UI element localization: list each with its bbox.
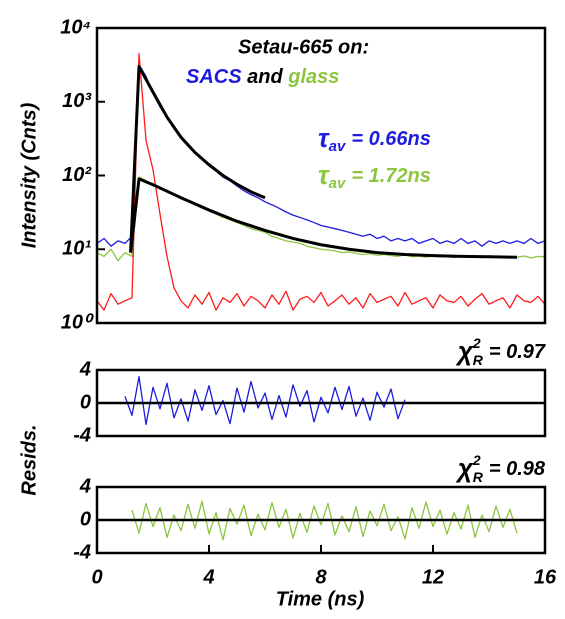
legend-entry: SACS <box>186 66 242 88</box>
data-line <box>97 52 545 311</box>
annotation-sup: 2 <box>472 335 481 351</box>
annotation-text: = 0.66ns <box>351 128 431 150</box>
y-tick-label: 10³ <box>62 90 92 112</box>
y-tick-label: 4 <box>79 358 91 380</box>
x-tick-label: 16 <box>534 566 557 588</box>
y-tick-label: 10¹ <box>62 238 91 260</box>
x-axis-label: Time (ns) <box>276 588 365 610</box>
legend: SACS and glass <box>186 66 339 88</box>
annotation-text: = 0.98 <box>489 458 546 480</box>
annotation: χ2 R = 0.97 <box>455 335 546 368</box>
annotation-symbol: τ <box>318 160 330 190</box>
annotation-symbol: τ <box>318 123 330 153</box>
data-line <box>97 63 545 247</box>
annotation: χ2 R = 0.98 <box>455 452 546 485</box>
y-axis-label: Resids. <box>18 424 40 495</box>
plot-area <box>97 52 545 311</box>
y-tick-label: -4 <box>73 541 91 563</box>
data-line <box>131 500 518 541</box>
annotation: τav = 1.72ns <box>318 160 431 192</box>
annotation-text: = 1.72ns <box>351 165 431 187</box>
x-tick-label: 0 <box>91 566 102 588</box>
y-tick-label: 0 <box>80 508 91 530</box>
annotation-sub: av <box>329 138 347 155</box>
annotation-sub: R <box>473 352 484 368</box>
data-line <box>124 375 406 426</box>
plot-area <box>131 500 518 541</box>
y-tick-label: 10² <box>62 164 92 186</box>
y-tick-label: 10⁴ <box>60 16 91 38</box>
legend-joiner: and <box>242 66 289 88</box>
x-tick-label: 8 <box>315 566 327 588</box>
y-tick-label: 0 <box>80 391 91 413</box>
y-tick-label: -4 <box>73 424 91 446</box>
x-tick-label: 4 <box>202 566 214 588</box>
y-axis-label: Intensity (Cnts) <box>18 102 40 248</box>
annotation-sub: av <box>329 175 347 192</box>
annotation-symbol: χ <box>455 453 474 483</box>
fit-line <box>129 65 266 253</box>
plot-area <box>124 375 406 426</box>
annotation-text: = 0.97 <box>489 341 546 363</box>
annotation-symbol: χ <box>455 336 474 366</box>
x-tick-label: 12 <box>422 566 444 588</box>
title: Setau-665 on: <box>238 36 369 58</box>
legend-entry: glass <box>287 66 339 88</box>
y-tick-label: 10⁰ <box>61 311 94 333</box>
annotation-sup: 2 <box>472 452 481 468</box>
fit-line <box>129 177 518 259</box>
annotation-sub: R <box>473 469 484 485</box>
y-tick-label: 4 <box>79 475 91 497</box>
annotation: τav = 0.66ns <box>318 123 431 155</box>
